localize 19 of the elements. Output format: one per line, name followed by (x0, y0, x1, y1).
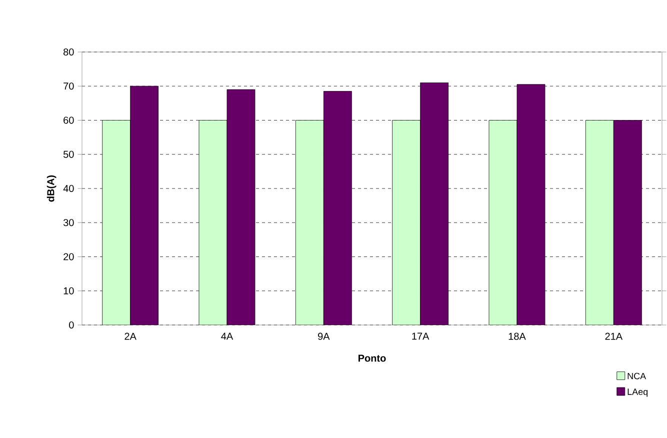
y-tick-label: 0 (69, 321, 74, 329)
legend-label: NCA (628, 372, 646, 380)
y-tick-label: 20 (64, 253, 74, 260)
x-tick-label: 18A (508, 332, 526, 340)
x-tick-label: 21A (605, 332, 623, 340)
x-tick-label: 2A (124, 332, 136, 340)
y-tick-label: 60 (64, 116, 74, 124)
y-tick-label: 30 (63, 219, 74, 226)
x-tick-label: 17A (412, 332, 430, 340)
x-axis-title: Ponto (358, 354, 386, 362)
y-tick-label: 50 (63, 150, 74, 158)
y-tick-label: 80 (64, 48, 74, 56)
y-tick-label: 10 (64, 287, 74, 294)
x-tick-label: 9A (318, 332, 330, 340)
legend-label: LAeq (628, 388, 648, 397)
y-axis-title: dB(A) (46, 175, 56, 202)
y-tick-label: 70 (64, 82, 74, 90)
y-tick-label: 40 (63, 184, 74, 192)
x-tick-label: 4A (221, 332, 234, 340)
